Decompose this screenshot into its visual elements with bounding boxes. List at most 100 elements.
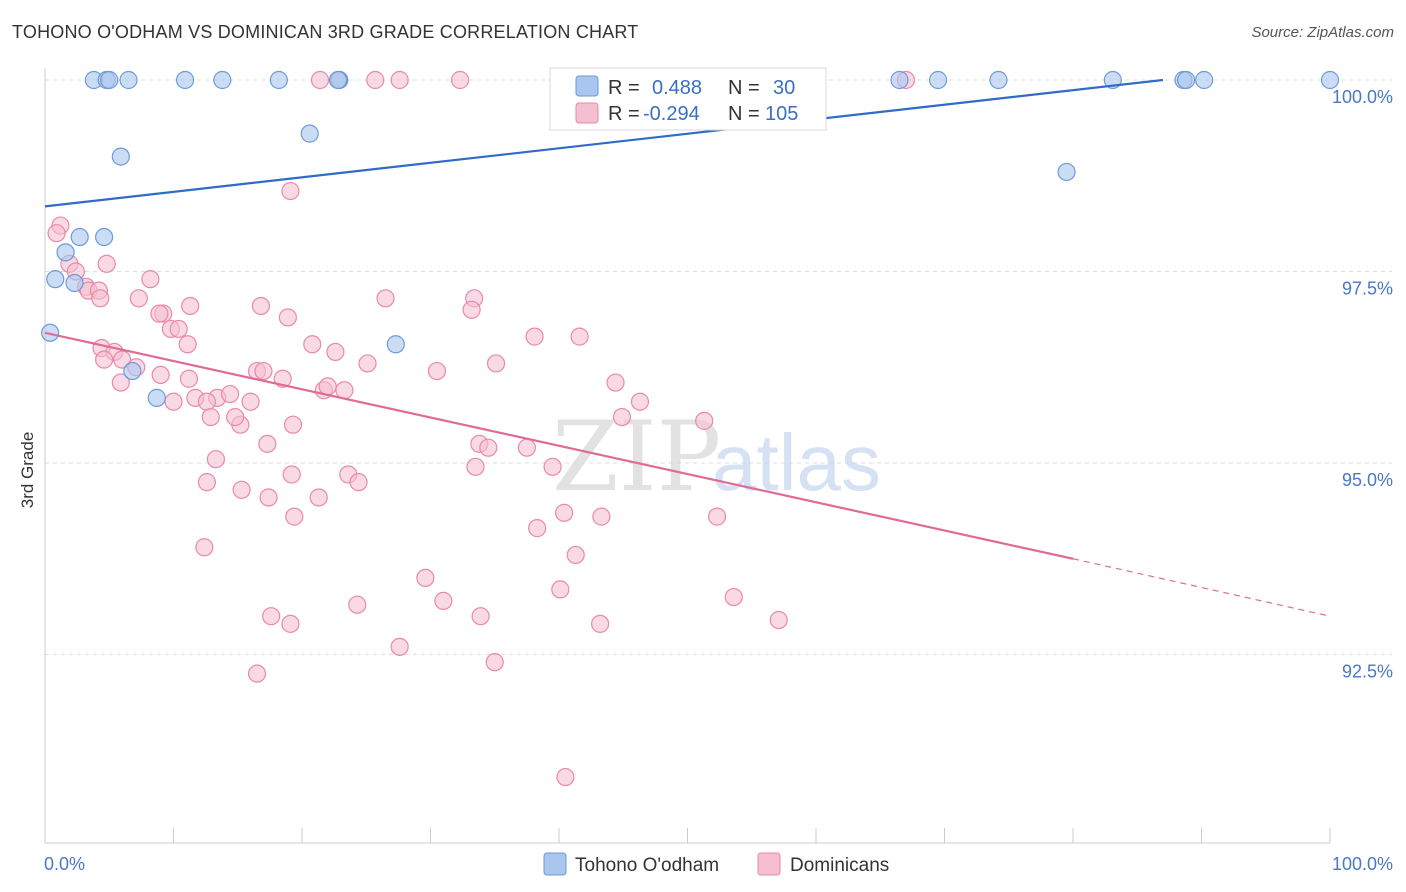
- dominican-point: [220, 384, 240, 404]
- dominican-point: [178, 335, 197, 354]
- x-tick-label-1: 100.0%: [1332, 854, 1393, 874]
- tohono-point: [56, 243, 75, 262]
- tohono-point: [328, 70, 348, 90]
- dominican-point: [169, 319, 188, 339]
- dominican-point: [179, 369, 199, 388]
- dominican-point: [197, 392, 217, 411]
- dominican-point: [150, 304, 169, 323]
- dominican-point: [303, 335, 322, 354]
- dominican-point: [543, 457, 562, 476]
- tohono-point: [1194, 70, 1214, 90]
- tohono-point: [1057, 162, 1076, 182]
- dominican-point: [592, 507, 611, 526]
- tohono-point: [147, 388, 166, 407]
- tohono-point: [65, 273, 84, 293]
- dominican-point: [151, 365, 170, 385]
- dominican-point: [555, 503, 574, 522]
- dominican-point: [486, 354, 506, 373]
- dominican-point: [471, 607, 490, 626]
- legend-r-value-blue: 0.488: [652, 77, 702, 99]
- tohono-point: [111, 147, 130, 166]
- dominican-point: [695, 411, 714, 430]
- dominican-point: [358, 354, 377, 373]
- dominican-point: [612, 407, 632, 427]
- y-axis-label: 3rd Grade: [18, 432, 37, 509]
- chart-title: TOHONO O'ODHAM VS DOMINICAN 3RD GRADE CO…: [12, 22, 639, 42]
- dominican-point: [318, 377, 337, 396]
- dominican-point: [517, 438, 536, 457]
- tohono-point: [1320, 70, 1340, 90]
- tohono-point: [213, 70, 232, 90]
- dominican-point: [258, 434, 277, 453]
- dominican-point: [309, 488, 328, 507]
- dominican-point: [164, 392, 183, 411]
- legend-top: R = 0.488 N = 30 R = -0.294 N = 105: [549, 67, 827, 131]
- grid-lines: [45, 79, 1392, 655]
- dominican-point: [112, 350, 132, 369]
- dominicans-points: [47, 70, 916, 787]
- tohono-point: [269, 70, 288, 90]
- dominican-point: [434, 591, 453, 610]
- dominican-point: [366, 70, 385, 90]
- dominican-point: [630, 392, 650, 411]
- dominican-point: [47, 224, 66, 243]
- tohono-point: [119, 70, 138, 90]
- legend-n-value-pink: 105: [765, 103, 798, 125]
- dominican-point: [556, 767, 575, 787]
- dominican-point: [97, 254, 116, 273]
- watermark-zip: ZIP: [552, 401, 721, 513]
- tohono-point: [46, 270, 65, 289]
- x-tick-label-0: 0.0%: [44, 854, 85, 874]
- dominican-point: [310, 70, 330, 90]
- tohono-point: [100, 70, 119, 90]
- trend-lines: [44, 78, 1331, 617]
- chart-source: Source: ZipAtlas.com: [1251, 24, 1394, 41]
- dominican-point: [427, 361, 447, 381]
- y-tick-label-3: 92.5%: [1342, 662, 1393, 682]
- dominican-point: [566, 545, 585, 565]
- dominican-point: [241, 392, 260, 411]
- dominican-point: [278, 308, 297, 327]
- legend-bottom-label-pink: Dominicans: [790, 855, 889, 876]
- dominican-point: [466, 457, 485, 476]
- dominican-point: [390, 70, 409, 90]
- tohono-point: [989, 70, 1008, 90]
- dominican-point: [551, 580, 570, 599]
- dominican-point: [348, 595, 367, 614]
- dominican-point: [724, 587, 743, 607]
- tohono-point: [123, 361, 142, 381]
- tohono-point: [386, 335, 405, 354]
- tohono-point: [175, 70, 195, 90]
- dominican-point: [416, 568, 435, 588]
- tohono-point: [928, 70, 948, 90]
- dominican-point: [525, 327, 544, 346]
- dominican-point: [247, 664, 267, 683]
- legend-bottom-label-blue: Tohono O'odham: [575, 855, 719, 876]
- dominican-point: [259, 488, 278, 507]
- dominican-point: [281, 181, 300, 201]
- dominican-point: [285, 507, 304, 526]
- dominican-point: [528, 519, 547, 538]
- legend-swatch-pink: [575, 102, 599, 124]
- dominican-point: [181, 296, 200, 316]
- y-tick-label-1: 97.5%: [1342, 279, 1393, 299]
- dominican-point: [707, 507, 727, 526]
- tohono-point: [70, 227, 89, 247]
- tohono-point: [41, 323, 60, 342]
- legend-r-value-pink: -0.294: [643, 103, 700, 125]
- dominican-point: [349, 473, 368, 492]
- dominican-point: [376, 289, 395, 308]
- legend-r-label-pink: R =: [608, 103, 640, 125]
- tick-labels: 100.0% 97.5% 95.0% 92.5% 0.0% 100.0%: [44, 87, 1393, 874]
- dominican-point: [91, 289, 110, 308]
- dominican-point: [282, 465, 301, 484]
- dominican-point: [570, 327, 589, 346]
- dominican-point: [450, 70, 470, 90]
- y-tick-label-2: 95.0%: [1342, 470, 1393, 490]
- dominican-point: [326, 342, 345, 362]
- dominican-point: [479, 438, 498, 457]
- dominican-point: [201, 407, 220, 427]
- legend-bottom-swatch-pink: [757, 852, 781, 876]
- dominican-point: [195, 538, 214, 557]
